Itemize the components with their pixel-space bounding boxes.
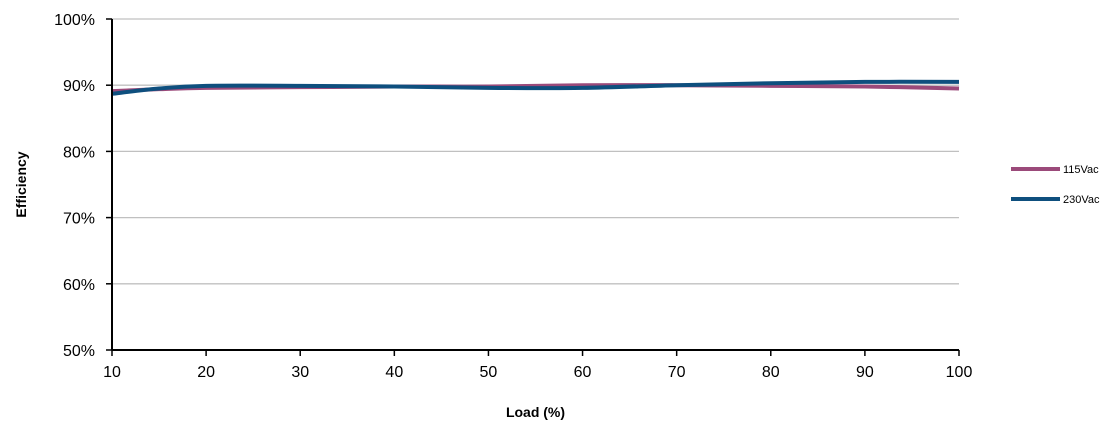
series-line-230vac bbox=[111, 79, 960, 96]
x-tick-label: 10 bbox=[103, 364, 121, 381]
x-tick-label: 90 bbox=[856, 364, 874, 381]
y-tick-label: 80% bbox=[63, 144, 95, 161]
x-tick-label: 80 bbox=[762, 364, 780, 381]
gridlines bbox=[112, 18, 959, 285]
x-axis-title: Load (%) bbox=[506, 404, 565, 420]
legend-label-115vac: 115Vac bbox=[1063, 164, 1099, 176]
y-tick-label: 100% bbox=[54, 12, 95, 29]
y-tick-label: 90% bbox=[63, 78, 95, 95]
y-axis-title: Efficiency bbox=[13, 151, 29, 217]
x-tick-label: 70 bbox=[668, 364, 686, 381]
x-tick-labels: 10 20 30 40 50 60 70 80 90 100 bbox=[103, 350, 972, 381]
axes bbox=[111, 19, 959, 351]
series-lines bbox=[111, 79, 960, 96]
x-tick-label: 100 bbox=[946, 364, 973, 381]
x-tick-label: 20 bbox=[197, 364, 215, 381]
x-tick-label: 50 bbox=[480, 364, 498, 381]
legend: 115Vac 230Vac bbox=[1011, 164, 1100, 206]
y-tick-labels: 50% 60% 70% 80% 90% 100% bbox=[54, 12, 112, 360]
y-tick-label: 60% bbox=[63, 277, 95, 294]
x-tick-label: 40 bbox=[385, 364, 403, 381]
x-tick-label: 60 bbox=[574, 364, 592, 381]
y-tick-label: 70% bbox=[63, 211, 95, 228]
y-tick-label: 50% bbox=[63, 343, 95, 360]
legend-label-230vac: 230Vac bbox=[1063, 194, 1100, 206]
x-tick-label: 30 bbox=[291, 364, 309, 381]
